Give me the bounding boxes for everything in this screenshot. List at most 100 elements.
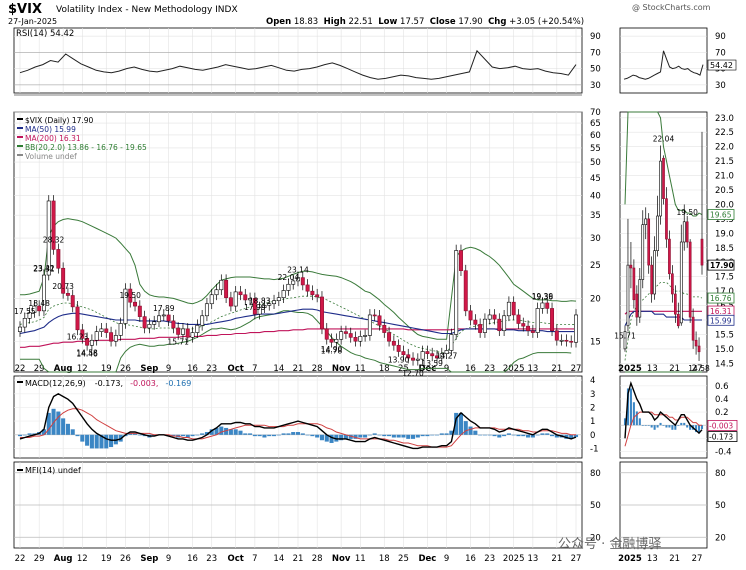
x-tick-label-bottom: 22 xyxy=(15,554,26,564)
candle xyxy=(468,310,473,321)
macd-histogram-bar xyxy=(434,434,440,436)
candle xyxy=(478,324,483,333)
candle xyxy=(200,315,205,326)
inset-x-tick-label-bottom: 27 xyxy=(692,554,703,564)
candle xyxy=(89,339,94,346)
mfi-legend-swatch xyxy=(17,469,23,471)
price-annotation: 20.73 xyxy=(52,282,74,291)
x-tick-label: 2025 xyxy=(503,364,525,374)
inset-macd-histogram-bar xyxy=(659,422,662,426)
macd-histogram-bar xyxy=(363,434,368,438)
macd-histogram-bar xyxy=(271,434,277,437)
macd-histogram-bar xyxy=(262,434,267,438)
candle xyxy=(559,339,564,342)
candle xyxy=(80,329,85,339)
x-tick-label: 27 xyxy=(571,364,582,374)
macd-histogram-bar xyxy=(291,432,296,435)
candle xyxy=(281,290,286,298)
inset-candle xyxy=(629,264,633,269)
macd-histogram-bar xyxy=(214,427,219,435)
macd-histogram-bar xyxy=(382,434,387,437)
macd-histogram-bar xyxy=(425,434,430,437)
rsi-tick-label: 90 xyxy=(590,32,601,42)
candle xyxy=(296,277,300,282)
macd-histogram-bar xyxy=(530,434,535,438)
mfi-tick-label: 80 xyxy=(590,469,601,479)
candle xyxy=(324,328,329,340)
price-annotation: 23.31 xyxy=(33,265,55,274)
macd-legend-swatch xyxy=(17,381,23,383)
legend-label: Volume undef xyxy=(25,152,77,161)
macd-histogram-bar xyxy=(329,434,334,443)
x-tick-label-bottom: 27 xyxy=(571,554,582,564)
inset-candle xyxy=(697,345,701,353)
candle xyxy=(161,314,166,317)
price-annotation: 23.42 xyxy=(33,264,55,273)
candle xyxy=(377,315,382,326)
price-annotation: 18.83 xyxy=(249,296,271,305)
x-tick-label-bottom: Sep xyxy=(140,554,158,564)
candle xyxy=(75,306,80,331)
candle xyxy=(99,328,104,332)
inset-price-box xyxy=(707,314,735,326)
macd-histogram-bar xyxy=(324,434,329,442)
candle xyxy=(463,270,468,312)
candle xyxy=(133,301,138,307)
inset-price-tick-label: 21.0 xyxy=(715,172,734,182)
candle xyxy=(238,291,243,296)
macd-histogram-bar xyxy=(521,434,526,437)
inset-price-box xyxy=(707,292,735,304)
candle xyxy=(430,353,435,357)
inset-annotation: 19.50 xyxy=(676,208,698,217)
macd-histogram-bar xyxy=(185,434,190,438)
macd-histogram-bar xyxy=(458,412,464,435)
macd-histogram-bar xyxy=(540,433,545,435)
inset-macd-histogram-bar xyxy=(683,422,686,426)
macd-histogram-bar xyxy=(497,434,502,438)
macd-legend-label: MACD(12,26,9) xyxy=(25,379,86,388)
x-tick-label: 21 xyxy=(293,364,304,374)
candle xyxy=(137,305,142,317)
candle xyxy=(109,332,114,342)
inset-macd-line xyxy=(624,380,703,439)
macd-histogram-bar xyxy=(295,432,301,435)
macd-histogram-bar xyxy=(573,434,579,438)
candle xyxy=(219,279,224,291)
low-value: 17.57 xyxy=(400,17,425,27)
macd-histogram-bar xyxy=(387,434,392,437)
macd-histogram-bar xyxy=(204,432,209,435)
inset-bb-upper-line xyxy=(624,111,703,217)
macd-histogram-bar xyxy=(406,434,411,439)
macd-histogram-bar xyxy=(238,430,243,435)
x-tick-label: 11 xyxy=(355,364,366,374)
candle xyxy=(473,319,478,325)
legend-swatch xyxy=(17,127,23,129)
macd-legend-label: -0.173, xyxy=(95,379,123,388)
macd-histogram-bar xyxy=(554,434,559,438)
candle xyxy=(569,340,574,343)
macd-tick-label: -1 xyxy=(590,444,598,454)
rsi-current-box xyxy=(707,59,737,71)
inset-candle xyxy=(656,215,659,251)
candle xyxy=(70,295,75,308)
candle xyxy=(262,304,267,308)
legend-swatch xyxy=(17,154,23,156)
macd-histogram-bar xyxy=(473,430,478,435)
x-tick-label: Nov xyxy=(332,364,351,374)
candle xyxy=(214,289,219,296)
candle xyxy=(363,335,368,337)
inset-macd-histogram-bar xyxy=(653,425,656,430)
macd-histogram-bar xyxy=(463,421,468,435)
candle xyxy=(56,249,61,269)
candle xyxy=(166,314,171,322)
candle xyxy=(574,314,578,343)
stockcharts-credit[interactable]: @ StockCharts.com xyxy=(632,3,711,12)
price-tick-label: 40 xyxy=(590,191,601,201)
x-tick-label-bottom: 16 xyxy=(187,554,198,564)
inset-candle xyxy=(659,160,662,217)
macd-histogram-bar xyxy=(252,434,257,437)
macd-histogram-bar xyxy=(233,429,238,435)
x-tick-label: 19 xyxy=(101,364,112,374)
inset-price-tick-label: 22.0 xyxy=(715,143,734,153)
x-tick-label: 29 xyxy=(34,364,45,374)
